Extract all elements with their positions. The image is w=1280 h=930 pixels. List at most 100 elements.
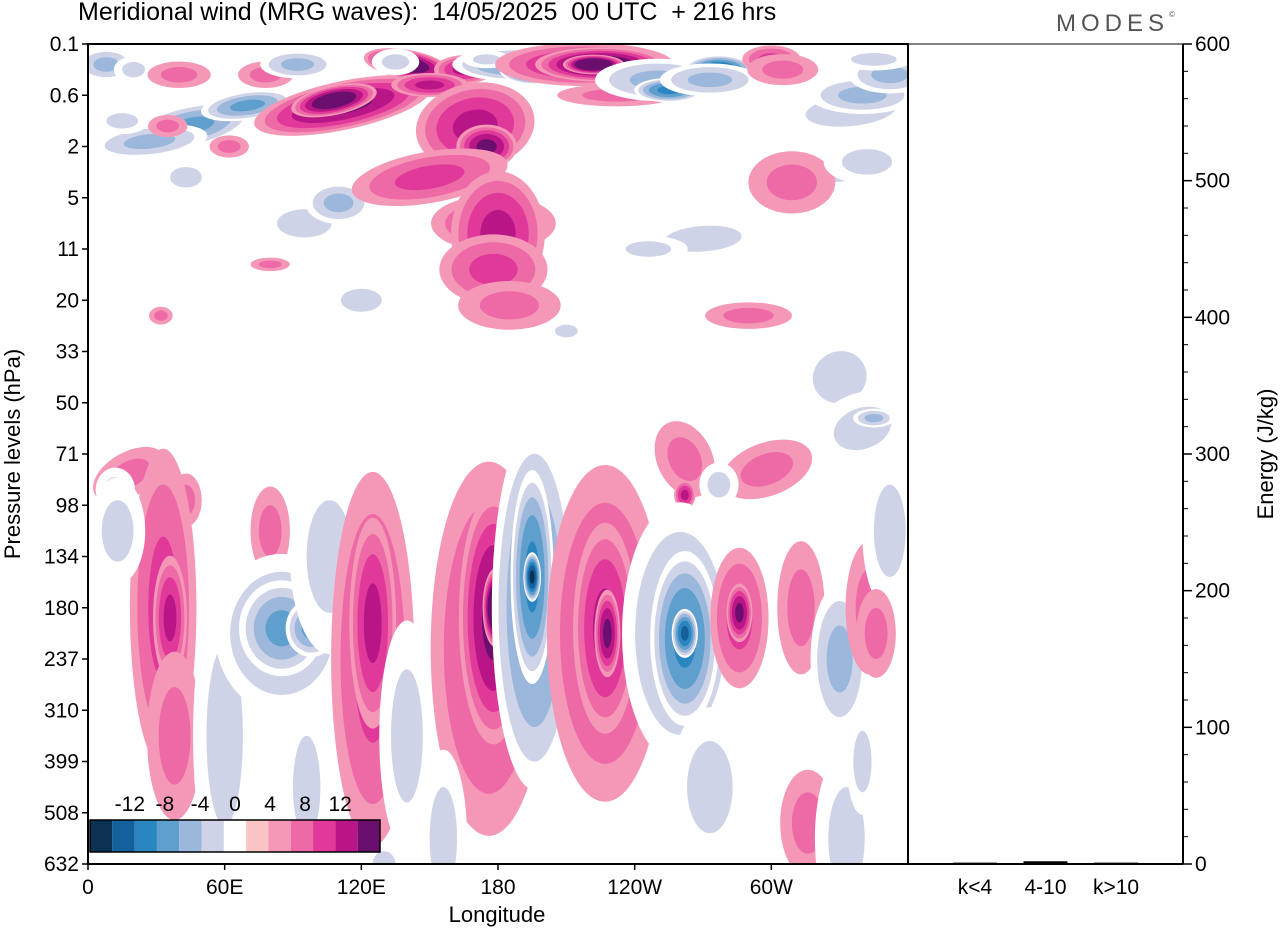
contour-level (853, 730, 872, 793)
wind-anomaly (747, 54, 819, 86)
pressure-axis: 0.1 0.6 2 5 11 20 33 50 71 98 134 180 237 310 399 508 63… (44, 33, 88, 876)
x-axis-label: Longitude (449, 902, 546, 927)
colorbar-swatch (179, 820, 202, 852)
y-tick-label: 632 (44, 853, 79, 876)
colorbar-label: 4 (264, 793, 276, 816)
wind-anomaly (458, 280, 561, 330)
wind-anomaly (158, 159, 214, 196)
wind-anomaly (419, 749, 468, 864)
colorbar-label: 8 (299, 793, 311, 816)
contour-level (554, 324, 578, 338)
wind-anomaly (148, 114, 188, 138)
contour-level (156, 119, 180, 133)
y-tick-label: 20 (56, 289, 79, 312)
wind-anomaly (371, 48, 420, 76)
wind-anomaly (379, 620, 435, 852)
contour-level (740, 452, 793, 487)
contour-level (123, 133, 176, 150)
wind-anomaly (291, 83, 377, 118)
y-tick-label: 237 (44, 648, 79, 671)
wind-anomaly (659, 63, 760, 97)
colorbar-swatch (335, 820, 358, 852)
wind-anomaly (325, 280, 397, 321)
energy-category-label: k<4 (958, 876, 993, 899)
colorbar-swatch (246, 820, 269, 852)
contour-level (340, 288, 382, 312)
contour-level (707, 471, 731, 498)
contour-level (381, 54, 410, 70)
contour-level (680, 489, 689, 501)
contour-level (394, 164, 465, 191)
contour-level (871, 66, 908, 84)
chart-title: Meridional wind (MRG waves): 14/05/2025 … (78, 0, 777, 26)
wind-anomaly (351, 148, 508, 207)
energy-category-label: k>10 (1093, 876, 1139, 899)
wind-anomaly (823, 139, 908, 185)
contour-level (363, 583, 382, 664)
contour-level (170, 166, 202, 188)
colorbar-swatch (112, 820, 135, 852)
contour-level (529, 570, 535, 584)
energy-bar (952, 862, 997, 865)
colorbar-swatch (134, 820, 157, 852)
y-tick-label: 33 (56, 341, 79, 364)
colorbar-frame (89, 819, 381, 853)
wind-anomaly (608, 235, 688, 263)
energy-tick-label: 200 (1195, 580, 1230, 603)
contour-level (864, 413, 884, 423)
contour-level (154, 310, 168, 321)
colorbar-label: -8 (156, 793, 175, 816)
contour-level (762, 60, 804, 79)
y-tick-label: 2 (67, 136, 79, 159)
wind-anomaly (721, 439, 813, 500)
contour-level (787, 569, 815, 647)
contour-level (472, 54, 501, 65)
x-tick-label: 0 (82, 876, 94, 899)
wind-anomaly (250, 257, 290, 272)
contour-level (323, 193, 354, 213)
contour-level (160, 67, 198, 83)
energy-tick-label: 500 (1195, 170, 1230, 193)
energy-tick-label: 100 (1195, 716, 1230, 739)
contour-level (841, 149, 893, 175)
contour-level (826, 625, 853, 693)
energy-bar (1023, 861, 1068, 864)
contour-level (723, 307, 774, 324)
contour-level (603, 618, 612, 648)
wind-anomaly (90, 477, 146, 585)
longitude-axis: 0 60E 120E 180 120W 60W (82, 864, 793, 899)
y-tick-label: 310 (44, 699, 79, 722)
y-tick-label: 50 (56, 392, 79, 415)
y-tick-label: 508 (44, 802, 79, 825)
wind-anomaly (862, 450, 908, 611)
wind-field (88, 44, 908, 864)
contour-level (680, 625, 689, 641)
contour-level (625, 241, 672, 257)
wind-anomaly (250, 486, 290, 576)
energy-panel: 0 100 200 300 400 500 600 k<4 4-10 k>10 (908, 33, 1230, 899)
y-tick-label: 5 (67, 187, 79, 210)
colorbar-label: 0 (229, 793, 241, 816)
wind-anomaly (846, 708, 879, 815)
energy-tick-label: 600 (1195, 33, 1230, 56)
contour-level (258, 505, 282, 557)
contour-level (873, 484, 906, 577)
wind-anomaly (305, 181, 372, 224)
wind-anomaly (674, 480, 696, 510)
contour-level (766, 164, 817, 201)
colorbar-swatch (268, 820, 291, 852)
wind-anomaly (671, 608, 698, 658)
contour-level (864, 607, 888, 659)
energy-bar (1094, 862, 1139, 865)
contour-level (122, 61, 145, 78)
contour-level (372, 851, 396, 864)
wind-anomaly (834, 48, 908, 71)
y-tick-label: 98 (56, 494, 79, 517)
wind-anomaly (546, 319, 587, 343)
y-tick-label: 0.6 (50, 84, 79, 107)
contour-level (158, 687, 191, 785)
modes-logo: MODES© (1056, 10, 1175, 38)
wind-anomaly (209, 135, 249, 158)
contour-level (687, 72, 733, 88)
wind-anomaly (594, 589, 621, 678)
